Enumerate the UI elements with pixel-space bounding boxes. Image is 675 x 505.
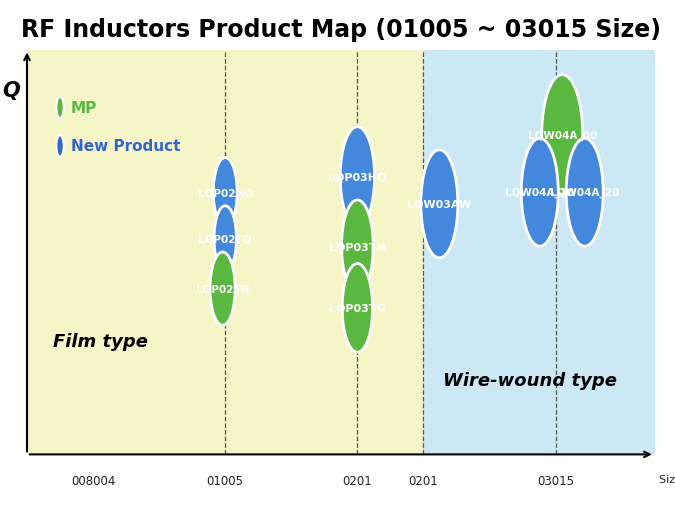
Circle shape [342, 200, 373, 293]
Circle shape [566, 139, 603, 247]
Text: LQW04A_00: LQW04A_00 [528, 130, 597, 140]
Text: LQP02TN: LQP02TN [196, 284, 249, 294]
Text: LQW04A_10: LQW04A_10 [505, 188, 574, 198]
Circle shape [56, 97, 63, 119]
Circle shape [214, 207, 236, 272]
Text: Size (inch): Size (inch) [659, 474, 675, 484]
Circle shape [56, 136, 63, 158]
Circle shape [342, 264, 373, 352]
Text: LQP03TG: LQP03TG [329, 304, 385, 313]
Bar [27, 50, 423, 454]
Text: Film type: Film type [53, 333, 148, 351]
Text: LQW04A_20: LQW04A_20 [550, 188, 620, 198]
Text: 01005: 01005 [207, 474, 244, 487]
Circle shape [213, 158, 237, 227]
Title: RF Inductors Product Map (01005 ~ 03015 Size): RF Inductors Product Map (01005 ~ 03015 … [21, 18, 661, 41]
Text: MP: MP [71, 100, 97, 116]
Text: 008004: 008004 [71, 474, 115, 487]
Text: LQP02TQ: LQP02TQ [198, 234, 252, 244]
Text: LQP03TN: LQP03TN [329, 242, 386, 251]
Circle shape [521, 139, 558, 247]
Text: Q: Q [2, 81, 20, 101]
Text: New Product: New Product [71, 139, 180, 154]
Circle shape [210, 252, 235, 326]
Text: 0201: 0201 [408, 474, 438, 487]
Circle shape [421, 150, 458, 258]
Text: 03015: 03015 [537, 474, 574, 487]
Bar [423, 50, 655, 454]
Circle shape [340, 127, 375, 227]
Text: LQP03HQ: LQP03HQ [328, 173, 387, 182]
Text: Wire-wound type: Wire-wound type [443, 371, 618, 389]
Text: LQP02HQ: LQP02HQ [198, 188, 252, 198]
Circle shape [542, 76, 583, 195]
Text: LQW03AW: LQW03AW [407, 199, 471, 210]
Text: 0201: 0201 [342, 474, 373, 487]
